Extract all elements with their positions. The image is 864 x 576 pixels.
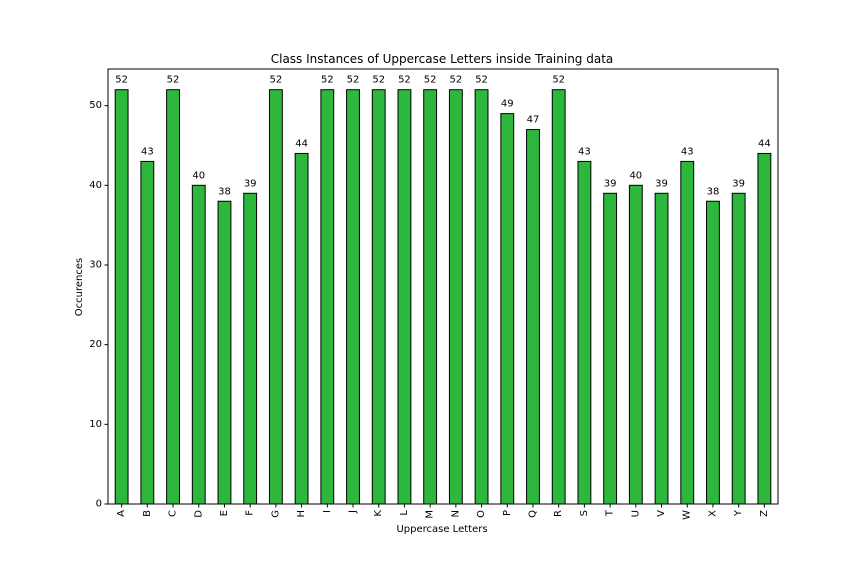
x-tick-label-J: J (348, 510, 359, 514)
y-axis: 0 10 20 30 40 50 (89, 100, 108, 510)
data-label-B: 43 (141, 146, 154, 157)
data-label-T: 39 (604, 178, 617, 189)
bar-S (577, 160, 592, 505)
data-label-O: 52 (475, 75, 488, 86)
bar-L (397, 89, 412, 505)
bar-W (680, 160, 695, 505)
x-tick-label-A: A (116, 510, 127, 517)
bar-M (423, 89, 438, 505)
x-tick-label-Y: Y (733, 509, 744, 517)
data-label-V: 39 (655, 178, 668, 189)
x-tick-label-H: H (296, 510, 307, 518)
data-label-Z: 44 (758, 138, 771, 149)
bar-G (268, 89, 283, 505)
bar-H (294, 152, 309, 505)
data-label-L: 52 (398, 75, 411, 86)
bar-K (371, 89, 386, 505)
x-tick-label-F: F (245, 510, 256, 516)
y-axis-title: Occurences (74, 258, 85, 316)
data-label-M: 52 (424, 75, 437, 86)
x-tick-label-L: L (399, 510, 410, 516)
chart-title: Class Instances of Uppercase Letters ins… (271, 52, 614, 66)
y-tick-label-30: 30 (89, 259, 102, 270)
bar-Y (731, 192, 746, 505)
data-label-D: 40 (192, 170, 205, 181)
bar-B (140, 160, 155, 505)
bar-I (320, 89, 335, 505)
x-tick-label-P: P (502, 510, 513, 516)
x-axis: A B C D E F G H I J K L M N O P Q R S T U V W X Y Z (116, 504, 770, 520)
x-tick-label-B: B (142, 510, 153, 517)
bar-O (474, 89, 489, 505)
bars-group (114, 89, 772, 505)
data-label-H: 44 (295, 138, 308, 149)
x-tick-label-N: N (450, 510, 461, 517)
bar-J (346, 89, 360, 505)
bar-T (603, 192, 618, 505)
plot-frame (107, 68, 779, 505)
bar-E (217, 200, 232, 505)
data-label-X: 38 (707, 186, 720, 197)
x-tick-label-I: I (322, 510, 333, 513)
x-tick-label-X: X (707, 510, 718, 517)
bar-P (500, 113, 515, 505)
data-label-S: 43 (578, 146, 591, 157)
data-label-W: 43 (681, 146, 694, 157)
x-tick-label-S: S (579, 510, 590, 516)
data-label-A: 52 (115, 75, 128, 86)
bar-Q (526, 129, 540, 505)
data-label-N: 52 (449, 75, 462, 86)
bar-Z (757, 152, 772, 505)
bar-D (191, 184, 206, 505)
y-tick-label-10: 10 (89, 419, 102, 430)
data-label-G: 52 (270, 75, 283, 86)
bar-C (166, 89, 180, 505)
bar-R (551, 89, 566, 505)
data-label-U: 40 (629, 170, 642, 181)
x-tick-label-V: V (656, 510, 667, 517)
data-label-J: 52 (347, 75, 360, 86)
data-label-E: 38 (218, 186, 231, 197)
bar-U (628, 184, 643, 505)
data-label-F: 39 (244, 178, 257, 189)
data-labels-group: 52 43 52 40 38 39 52 44 52 52 52 52 52 52 52 49 47 52 43 39… (115, 75, 770, 198)
x-tick-label-M: M (425, 510, 436, 519)
x-tick-label-U: U (630, 510, 641, 517)
data-label-K: 52 (372, 75, 385, 86)
x-tick-label-R: R (553, 510, 564, 517)
bar-A (114, 89, 129, 505)
data-label-I: 52 (321, 75, 334, 86)
bar-F (243, 192, 258, 505)
data-label-Y: 39 (732, 178, 745, 189)
bar-X (706, 200, 720, 505)
x-tick-label-D: D (193, 510, 204, 518)
x-axis-title: Uppercase Letters (396, 524, 487, 535)
x-tick-label-K: K (373, 510, 384, 517)
x-tick-label-W: W (682, 510, 693, 520)
x-tick-label-O: O (476, 510, 487, 518)
data-label-C: 52 (167, 75, 180, 86)
y-tick-label-50: 50 (89, 100, 102, 111)
y-tick-label-20: 20 (89, 339, 102, 350)
x-tick-label-Q: Q (527, 510, 538, 518)
y-tick-label-0: 0 (96, 499, 102, 510)
x-tick-label-Z: Z (759, 510, 770, 517)
bar-V (654, 192, 669, 505)
bar-N (448, 89, 463, 505)
x-tick-label-C: C (168, 510, 179, 517)
x-tick-label-G: G (270, 510, 281, 518)
data-label-R: 52 (552, 75, 565, 86)
data-label-Q: 47 (527, 115, 540, 126)
x-tick-label-E: E (219, 510, 230, 516)
y-tick-label-40: 40 (89, 180, 102, 191)
data-label-P: 49 (501, 99, 514, 110)
x-tick-label-T: T (605, 509, 616, 517)
